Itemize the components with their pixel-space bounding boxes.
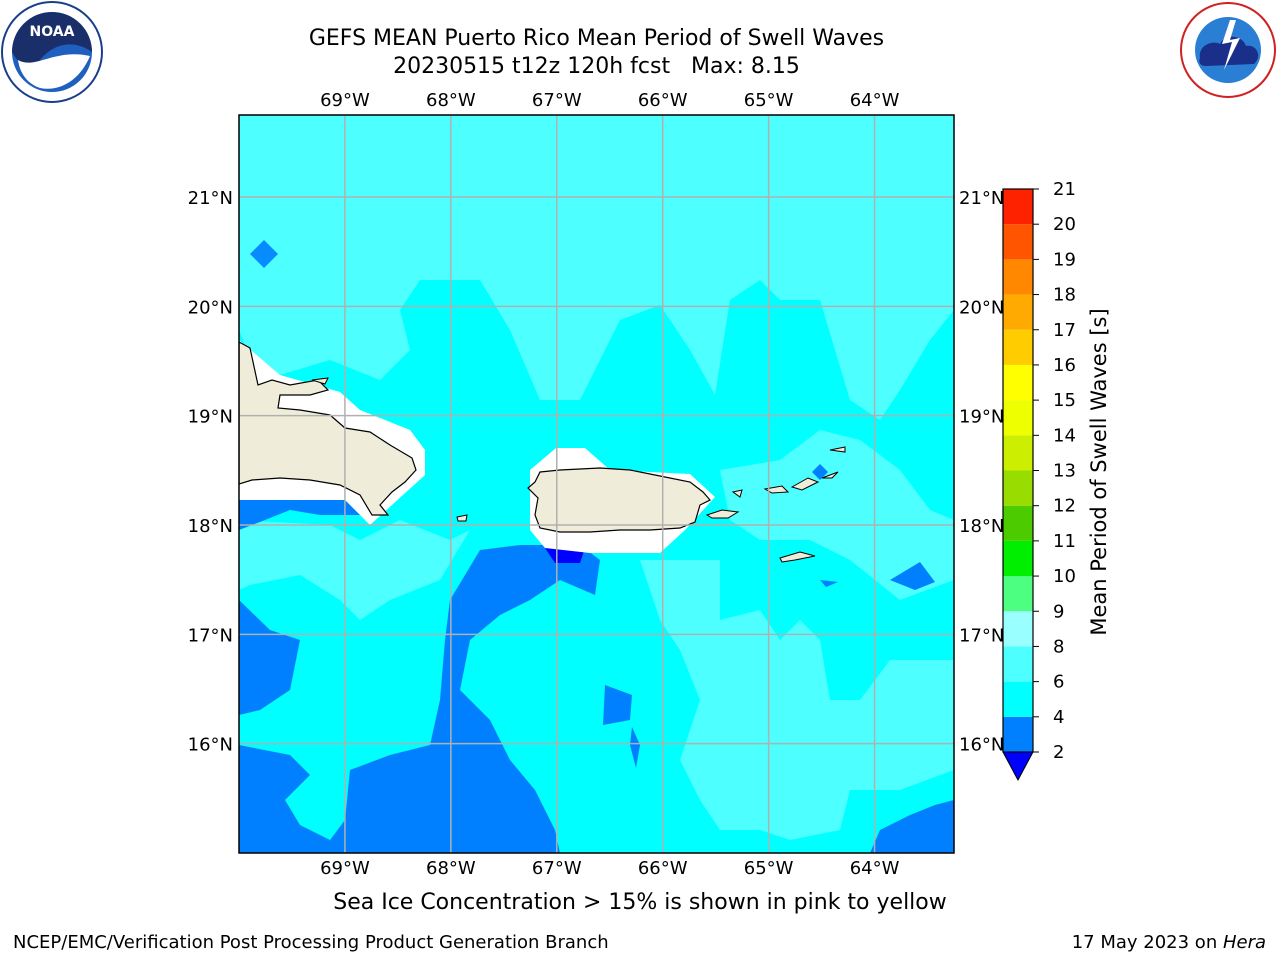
- lat-label-right: 17°N: [959, 625, 1004, 646]
- land-hispaniola: [239, 341, 417, 516]
- colorbar-swatch: [1003, 646, 1033, 682]
- colorbar-tick-label: 20: [1053, 214, 1076, 235]
- colorbar-swatch: [1003, 329, 1033, 365]
- colorbar-tick-label: 19: [1053, 249, 1076, 270]
- swell-field-2-4-southeast: [870, 800, 954, 853]
- land-stjohn: [790, 477, 820, 491]
- footer-date: 17 May 2023 on Hera: [1072, 932, 1266, 953]
- footer-organization: NCEP/EMC/Verification Post Processing Pr…: [13, 932, 609, 953]
- swell-field-2-4-east-blob: [890, 562, 935, 590]
- lon-label-bottom: 64°W: [850, 858, 900, 879]
- colorbar-swatch: [1003, 540, 1033, 577]
- land-stcroix: [779, 551, 816, 563]
- swell-field-2-4-bvi: [812, 464, 828, 480]
- footer-date-text: 17 May 2023 on: [1071, 932, 1223, 953]
- lat-label-left: 16°N: [188, 735, 233, 756]
- land-culebra: [731, 489, 743, 498]
- lon-label-bottom: 65°W: [744, 858, 794, 879]
- colorbar-swatch: [1003, 189, 1033, 225]
- colorbar-tick-label: 14: [1053, 425, 1076, 446]
- colorbar-swatch: [1003, 576, 1033, 612]
- colorbar-tick-label: 6: [1053, 672, 1064, 693]
- swell-field-6-8-east: [720, 430, 954, 600]
- chart-title: GEFS MEAN Puerto Rico Mean Period of Swe…: [308, 26, 885, 51]
- lat-label-left: 20°N: [188, 297, 233, 318]
- noaa-logo-text: NOAA: [30, 24, 75, 40]
- chart-subtitle: 20230515 t12z 120h fcst Max: 8.15: [393, 54, 800, 79]
- swell-field-6-8-north: [239, 115, 954, 420]
- colorbar-swatch: [1003, 470, 1033, 506]
- colorbar-tick-label: 15: [1053, 390, 1076, 411]
- lat-label-left: 18°N: [188, 516, 233, 537]
- colorbar-swatch: [1003, 611, 1033, 647]
- lon-label-top: 69°W: [320, 90, 370, 111]
- footer-host: Hera: [1222, 932, 1266, 953]
- map-frame: [238, 114, 955, 854]
- lon-label-bottom: 66°W: [638, 858, 688, 879]
- lon-label-top: 65°W: [744, 90, 794, 111]
- colorbar-swatch: [1003, 505, 1033, 541]
- colorbar-tick-label: 12: [1053, 496, 1076, 517]
- nws-logo-icon: [1180, 2, 1276, 98]
- lon-label-bottom: 68°W: [426, 858, 476, 879]
- swell-field-2-4-small: [603, 685, 632, 725]
- land-puertorico: [527, 467, 711, 533]
- colorbar-tick-label: 13: [1053, 461, 1076, 482]
- colorbar-swatch: [1003, 224, 1033, 260]
- lat-label-right: 20°N: [959, 297, 1004, 318]
- swell-field-2-4-sliver: [630, 727, 640, 768]
- swell-field-2-4-dot: [250, 240, 278, 268]
- swell-field-lt-2: [545, 548, 585, 563]
- lon-label-bottom: 67°W: [532, 858, 582, 879]
- colorbar-tick-label: 11: [1053, 531, 1076, 552]
- colorbar-tick-label: 17: [1053, 320, 1076, 341]
- lat-label-right: 18°N: [959, 516, 1004, 537]
- land-mona: [456, 514, 468, 522]
- lat-label-left: 21°N: [188, 188, 233, 209]
- swell-field-2-4-south: [239, 545, 600, 853]
- colorbar-swatch: [1003, 294, 1033, 330]
- colorbar-extend-arrow: [1002, 751, 1034, 782]
- lon-label-bottom: 69°W: [320, 858, 370, 879]
- land-tortola: [821, 471, 839, 479]
- lat-label-right: 19°N: [959, 407, 1004, 428]
- colorbar-tick-label: 16: [1053, 355, 1076, 376]
- lat-label-left: 19°N: [188, 407, 233, 428]
- colorbar-swatch: [1003, 259, 1033, 295]
- lon-label-top: 68°W: [426, 90, 476, 111]
- colorbar-tick-label: 21: [1053, 179, 1076, 200]
- swell-field-6-8-south: [640, 560, 954, 840]
- map-gridlines: [239, 115, 954, 853]
- swell-field-2-4-stcroix: [820, 580, 838, 587]
- colorbar-swatch: [1003, 681, 1033, 717]
- swell-field-2-4-west-strip: [239, 500, 365, 530]
- colorbar-tick-label: 18: [1053, 285, 1076, 306]
- land-tortuga: [311, 377, 329, 385]
- colorbar-swatch: [1003, 435, 1033, 471]
- colorbar: 2 4 6 8 9 10 11 12 13 14 15 16 17 18 19 20 21: [1002, 179, 1076, 782]
- land-anegada: [829, 446, 846, 453]
- colorbar-tick-label: 8: [1053, 636, 1064, 657]
- lat-label-right: 21°N: [959, 188, 1004, 209]
- noaa-logo-icon: NOAA: [1, 1, 103, 103]
- colorbar-swatch: [1003, 716, 1033, 752]
- lon-label-top: 67°W: [532, 90, 582, 111]
- land-stthomas: [763, 485, 790, 494]
- colorbar-label: Mean Period of Swell Waves [s]: [1087, 308, 1111, 635]
- lon-label-top: 66°W: [638, 90, 688, 111]
- lat-label-left: 17°N: [188, 625, 233, 646]
- colorbar-swatch: [1003, 400, 1033, 436]
- sea-ice-note: Sea Ice Concentration > 15% is shown in …: [333, 890, 947, 915]
- colorbar-swatch: [1003, 364, 1033, 401]
- colorbar-tick-label: 10: [1053, 566, 1076, 587]
- colorbar-tick-label: 2: [1053, 742, 1064, 763]
- colorbar-tick-label: 4: [1053, 707, 1064, 728]
- colorbar-tick-label: 9: [1053, 601, 1064, 622]
- lat-label-right: 16°N: [959, 735, 1004, 756]
- land-vieques: [705, 509, 740, 519]
- swell-field-2-4-southwest: [239, 600, 300, 715]
- lon-label-top: 64°W: [850, 90, 900, 111]
- swell-field-6-8-west: [239, 520, 470, 620]
